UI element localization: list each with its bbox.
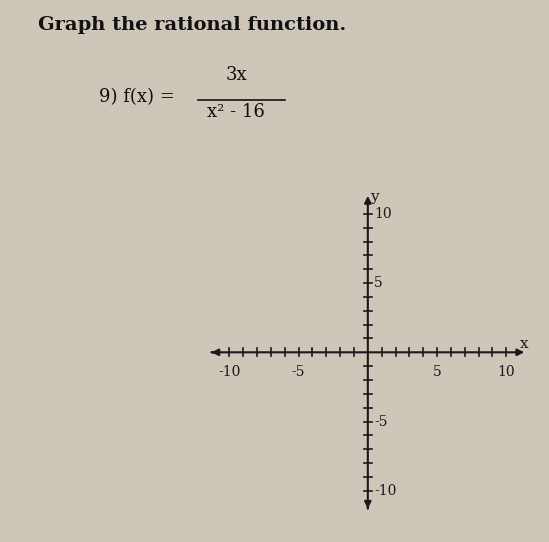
Text: 5: 5 (433, 365, 441, 379)
Text: Graph the rational function.: Graph the rational function. (38, 16, 346, 34)
Text: -5: -5 (292, 365, 305, 379)
Text: 10: 10 (497, 365, 515, 379)
Text: 5: 5 (374, 276, 383, 290)
Text: 9) f(x) =: 9) f(x) = (99, 88, 175, 107)
Text: y: y (371, 190, 379, 204)
Text: 3x: 3x (225, 66, 247, 84)
Text: x: x (520, 337, 529, 351)
Text: -5: -5 (374, 415, 388, 429)
Text: 10: 10 (374, 207, 391, 221)
Text: x² - 16: x² - 16 (207, 103, 265, 121)
Text: -10: -10 (374, 484, 396, 498)
Text: -10: -10 (218, 365, 240, 379)
